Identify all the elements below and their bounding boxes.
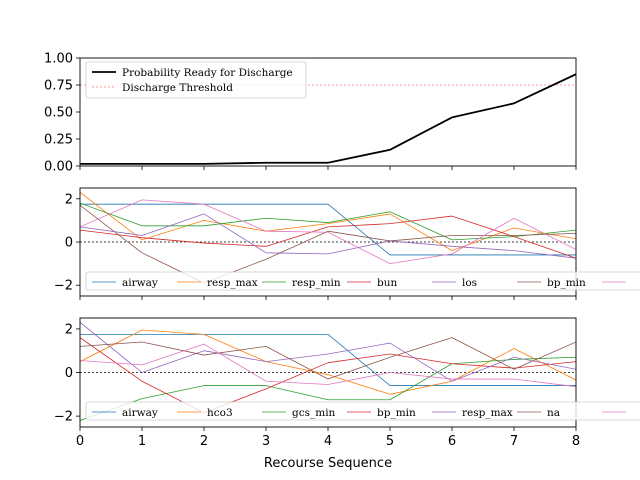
plot-area-1: [80, 73, 576, 165]
series-line-airway: [80, 333, 576, 386]
y-tick-label: 0: [65, 366, 73, 381]
legend-label: na: [547, 407, 560, 419]
x-tick-label: 0: [76, 434, 84, 449]
series-line-Probability Ready for Discharge: [80, 73, 576, 165]
y-tick-label: 0: [65, 236, 73, 251]
y-tick-label: −2: [54, 410, 73, 425]
legend-frame: [85, 61, 307, 99]
y-tick-label: −2: [54, 279, 73, 294]
x-tick-label: 8: [572, 434, 580, 449]
y-tick-label: 0.00: [44, 160, 73, 175]
panel-1: 0.00 0.25 0.50 0.75 1.00 Probability Ready fo…: [44, 52, 577, 175]
legend-3: airway hco3 gcs_min bp_min resp_max na: [85, 401, 640, 421]
plot-area-2: [80, 192, 576, 284]
legend-2: airway resp_max resp_min bun los bp_min: [85, 271, 640, 291]
legend-label: hco3: [207, 407, 233, 419]
series-line-los: [80, 213, 576, 259]
legend-label: airway: [122, 407, 158, 419]
legend-label: bp_min: [547, 277, 586, 289]
legend-label: Probability Ready for Discharge: [122, 67, 293, 79]
x-tick-label: 3: [262, 434, 270, 449]
legend-label: los: [462, 277, 477, 289]
chart-panels: 0.00 0.25 0.50 0.75 1.00 Probability Ready fo…: [44, 52, 640, 449]
series-line-bp_min: [80, 204, 576, 284]
legend-label: bun: [377, 277, 397, 289]
x-tick-label: 7: [510, 434, 518, 449]
x-tick-label: 1: [138, 434, 146, 449]
series-line-na: [80, 337, 576, 380]
legend-label: gcs_min: [292, 407, 336, 419]
series-line-resp_min: [80, 202, 576, 241]
series-line-bp_min: [80, 337, 576, 414]
y-tick-label: 1.00: [44, 52, 73, 67]
legend-frame: [85, 271, 640, 291]
x-tick-label: 4: [324, 434, 332, 449]
y-tick-label: 0.50: [44, 106, 73, 121]
series-line-gcs_min: [80, 356, 576, 421]
x-tick-label: 2: [200, 434, 208, 449]
x-tick-label: 6: [448, 434, 456, 449]
plot-area-3: [80, 322, 576, 421]
x-axis-label: Recourse Sequence: [264, 456, 392, 471]
series-line-resp_max: [80, 322, 576, 382]
series-line-unnamed-6: [80, 343, 576, 388]
legend-label: resp_max: [462, 407, 513, 419]
legend-label: Discharge Threshold: [122, 82, 233, 94]
legend-label: airway: [122, 277, 158, 289]
series-line-unnamed-6: [80, 199, 576, 265]
legend-label: bp_min: [377, 407, 416, 419]
series-line-hco3: [80, 329, 576, 395]
series-line-airway: [80, 203, 576, 256]
legend-label: resp_max: [207, 277, 258, 289]
legend-frame: [85, 401, 640, 421]
x-tick-label: 5: [386, 434, 394, 449]
y-tick-label: 0.25: [44, 133, 73, 148]
y-tick-label: 2: [65, 322, 73, 337]
panel-2: −2 0 2 airway resp_max resp_min bun los bp_min: [54, 187, 640, 300]
y-tick-label: 2: [65, 192, 73, 207]
legend-1: Probability Ready for Discharge Discharge…: [85, 61, 307, 99]
y-tick-label: 0.75: [44, 79, 73, 94]
legend-label: resp_min: [292, 277, 341, 289]
